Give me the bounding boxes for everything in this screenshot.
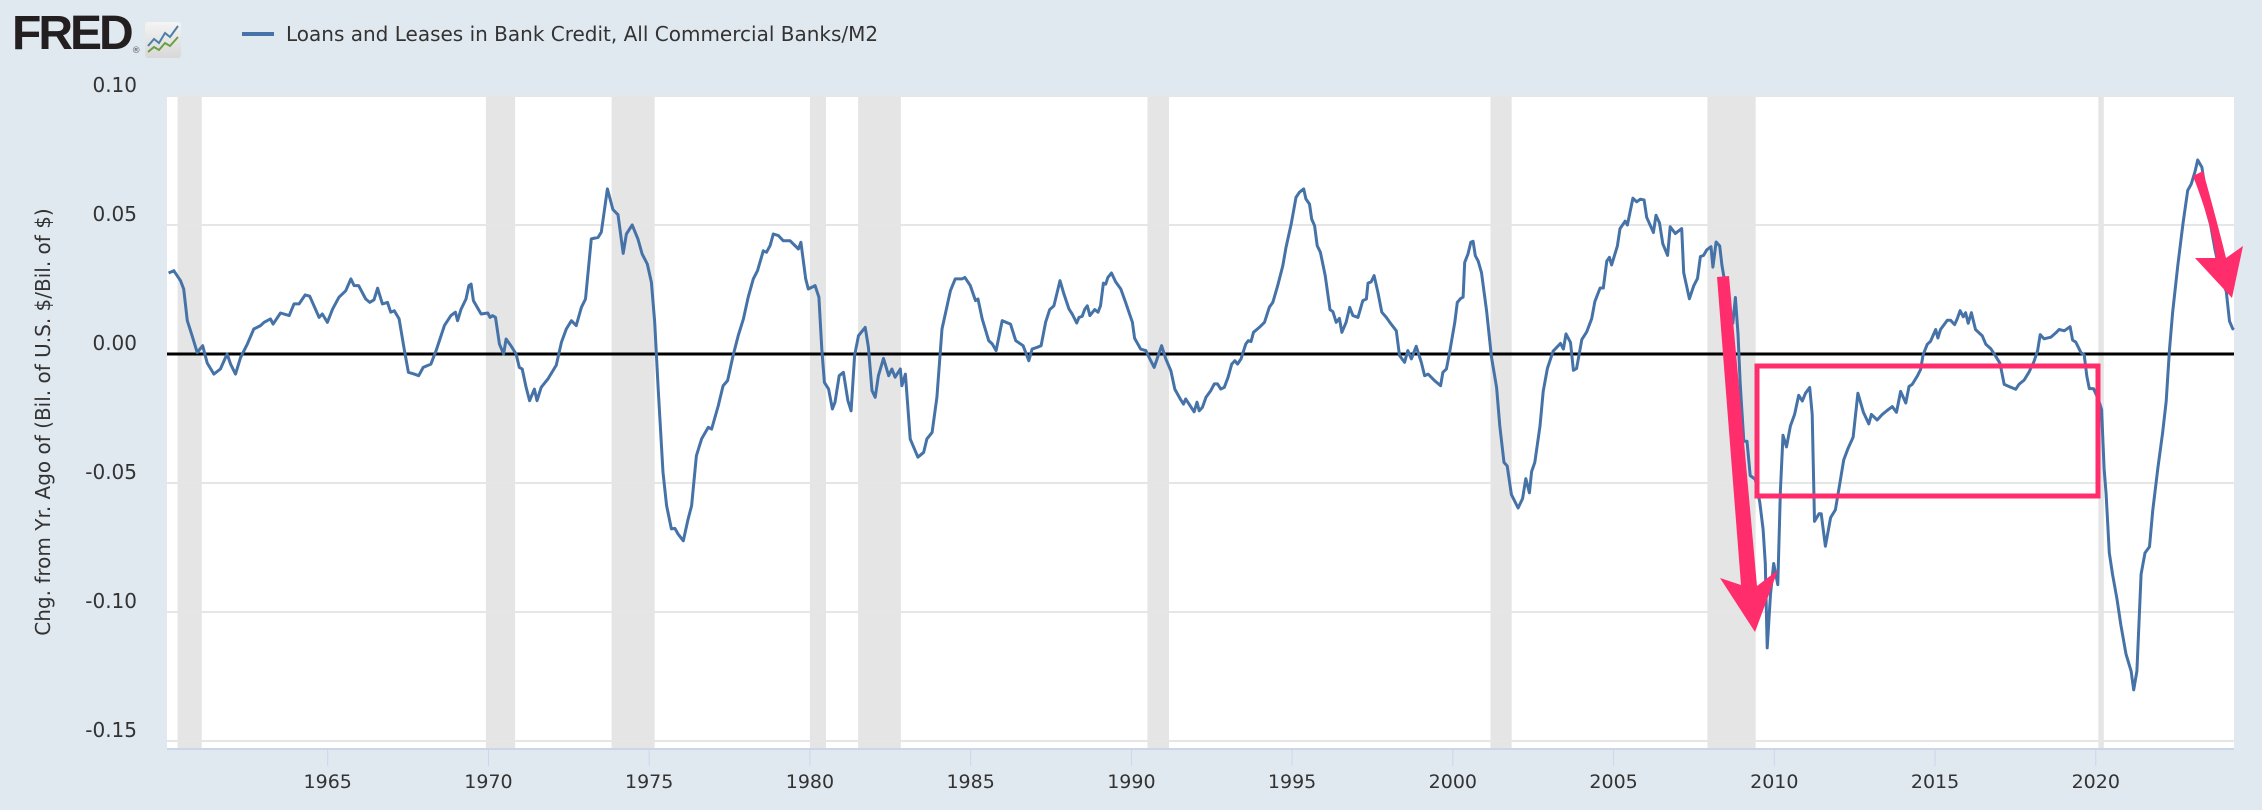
x-tick-label: 1995 — [1268, 771, 1316, 793]
x-tick-label: 1985 — [946, 771, 994, 793]
y-tick-label: -0.10 — [85, 589, 137, 613]
recession-band — [858, 96, 901, 748]
registered-mark: ® — [131, 46, 141, 56]
y-tick-label: 0.05 — [92, 202, 137, 226]
recession-band — [809, 96, 826, 748]
x-tick-label: 2015 — [1911, 771, 1959, 793]
annotation-rectangle-2010-2020 — [1754, 363, 2101, 499]
legend-series-label: Loans and Leases in Bank Credit, All Com… — [286, 22, 879, 46]
legend[interactable]: Loans and Leases in Bank Credit, All Com… — [242, 22, 878, 46]
recession-band — [485, 96, 516, 748]
recession-band — [1147, 96, 1169, 748]
x-tick-label: 1970 — [464, 771, 512, 793]
x-tick-label: 1990 — [1107, 771, 1155, 793]
annotations — [1717, 171, 2243, 632]
y-axis-label: Chg. from Yr. Ago of (Bil. of U.S. $/Bil… — [31, 208, 55, 635]
y-tick-label: 0.00 — [92, 331, 137, 355]
x-tick-label: 2005 — [1589, 771, 1637, 793]
series-line[interactable] — [167, 158, 2235, 692]
recession-band — [611, 96, 655, 748]
x-axis: 1965 1970 1975 1980 1985 1990 1995 2000 2005 2010… — [167, 748, 2234, 793]
x-tick-label: 1980 — [786, 771, 834, 793]
recession-band — [1490, 96, 1512, 748]
x-tick-label: 2000 — [1429, 771, 1477, 793]
y-axis-tick-labels: 0.10 0.05 0.00 -0.05 -0.10 -0.15 — [85, 73, 137, 742]
x-tick-label: 2010 — [1750, 771, 1798, 793]
logo-text: FRED — [12, 7, 134, 60]
x-tick-label: 2020 — [2072, 771, 2120, 793]
legend-series-swatch — [242, 32, 274, 36]
chart-header: FRED ® Loans and Leases in Bank Credit, … — [0, 0, 2262, 70]
fred-logo[interactable]: FRED ® — [12, 7, 181, 60]
y-tick-label: 0.10 — [92, 73, 137, 97]
annotation-arrow-down-2008 — [1717, 276, 1778, 632]
plot-area — [167, 96, 2234, 748]
x-tick-label: 1975 — [625, 771, 673, 793]
recession-band — [177, 96, 202, 748]
y-tick-label: -0.05 — [85, 460, 137, 484]
y-tick-label: -0.15 — [85, 718, 137, 742]
x-tick-label: 1965 — [304, 771, 352, 793]
annotation-arrow-down-2023 — [2193, 171, 2243, 298]
line-chart-icon — [144, 22, 181, 58]
